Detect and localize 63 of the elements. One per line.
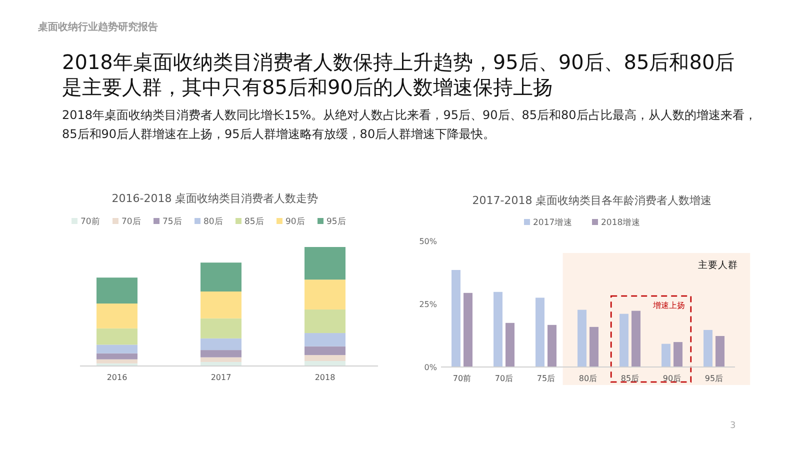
- bar: [200, 350, 242, 358]
- x-tick-label: 85后: [620, 374, 640, 383]
- bar: [452, 270, 460, 367]
- text: 桌面收纳行业趋势研究报告: [38, 20, 158, 34]
- x-tick-label: 70后: [494, 374, 514, 383]
- band-label: 主要人群: [698, 259, 738, 271]
- chart-title: 2016-2018 桌面收纳类目消费者人数走势: [112, 192, 318, 205]
- bar: [704, 330, 712, 367]
- bar: [304, 280, 346, 310]
- bar: [506, 322, 514, 367]
- bar: [96, 304, 138, 328]
- bar: [548, 324, 556, 367]
- bar: [464, 292, 472, 367]
- bar: [662, 344, 670, 367]
- bar: [304, 333, 346, 346]
- legend-label: 2017增速: [533, 217, 573, 228]
- bar: [200, 292, 242, 318]
- x-tick-label: 80后: [578, 374, 598, 383]
- bar: [96, 328, 138, 345]
- legend-label: 90后: [286, 216, 306, 227]
- bar: [96, 359, 138, 364]
- chart-title: 2017-2018 桌面收纳类目各年龄消费者人数增速: [472, 194, 712, 207]
- bar: [536, 298, 544, 367]
- text: 3: [730, 421, 736, 431]
- x-tick-label: 90后: [662, 374, 682, 383]
- legend-label: 75后: [162, 216, 182, 227]
- x-tick-label: 2016: [106, 373, 128, 382]
- bar: [96, 344, 138, 354]
- annotation: 增速上扬: [652, 301, 685, 310]
- bar: [304, 346, 346, 356]
- x-tick-label: 2018: [314, 373, 336, 382]
- legend-label: 2018增速: [601, 217, 641, 228]
- y-tick-label: 0%: [424, 363, 438, 372]
- y-tick-label: 25%: [419, 300, 438, 309]
- bar: [578, 310, 586, 367]
- bar: [96, 278, 138, 304]
- legend-label: 85后: [244, 216, 264, 227]
- bar: [200, 338, 242, 350]
- legend-label: 80后: [204, 216, 224, 227]
- bar: [716, 336, 724, 367]
- bar: [620, 314, 628, 367]
- bar: [304, 361, 346, 366]
- bar: [674, 342, 682, 367]
- x-tick-label: 70前: [452, 374, 472, 383]
- bar: [632, 310, 640, 367]
- bar: [200, 357, 242, 362]
- y-tick-label: 50%: [419, 237, 438, 246]
- text: 2018年桌面收纳类目消费者人数同比增长15%。从绝对人数占比来看，95后、90后、85后和80后占比最高，从人数的增速来看，85后和90后人群增速在上扬，95后人群增速略有放缓，80后人群增速下降最快。: [62, 107, 758, 143]
- legend-label: 70前: [80, 216, 100, 227]
- x-tick-label: 95后: [704, 374, 724, 383]
- x-tick-label: 75后: [536, 374, 556, 383]
- legend-label: 95后: [326, 216, 346, 227]
- text: 2018年桌面收纳类目消费者人数保持上升趋势，95后、90后、85后和80后是主要人群，其中只有85后和90后的人数增速保持上扬: [62, 50, 736, 100]
- bar: [304, 247, 346, 280]
- bar: [304, 355, 346, 361]
- bar: [304, 309, 346, 334]
- bar: [200, 262, 242, 292]
- bar: [494, 292, 502, 367]
- bar: [200, 318, 242, 338]
- bar: [96, 353, 138, 360]
- x-tick-label: 2017: [210, 373, 232, 382]
- bar: [590, 326, 598, 367]
- legend-label: 70后: [122, 216, 142, 227]
